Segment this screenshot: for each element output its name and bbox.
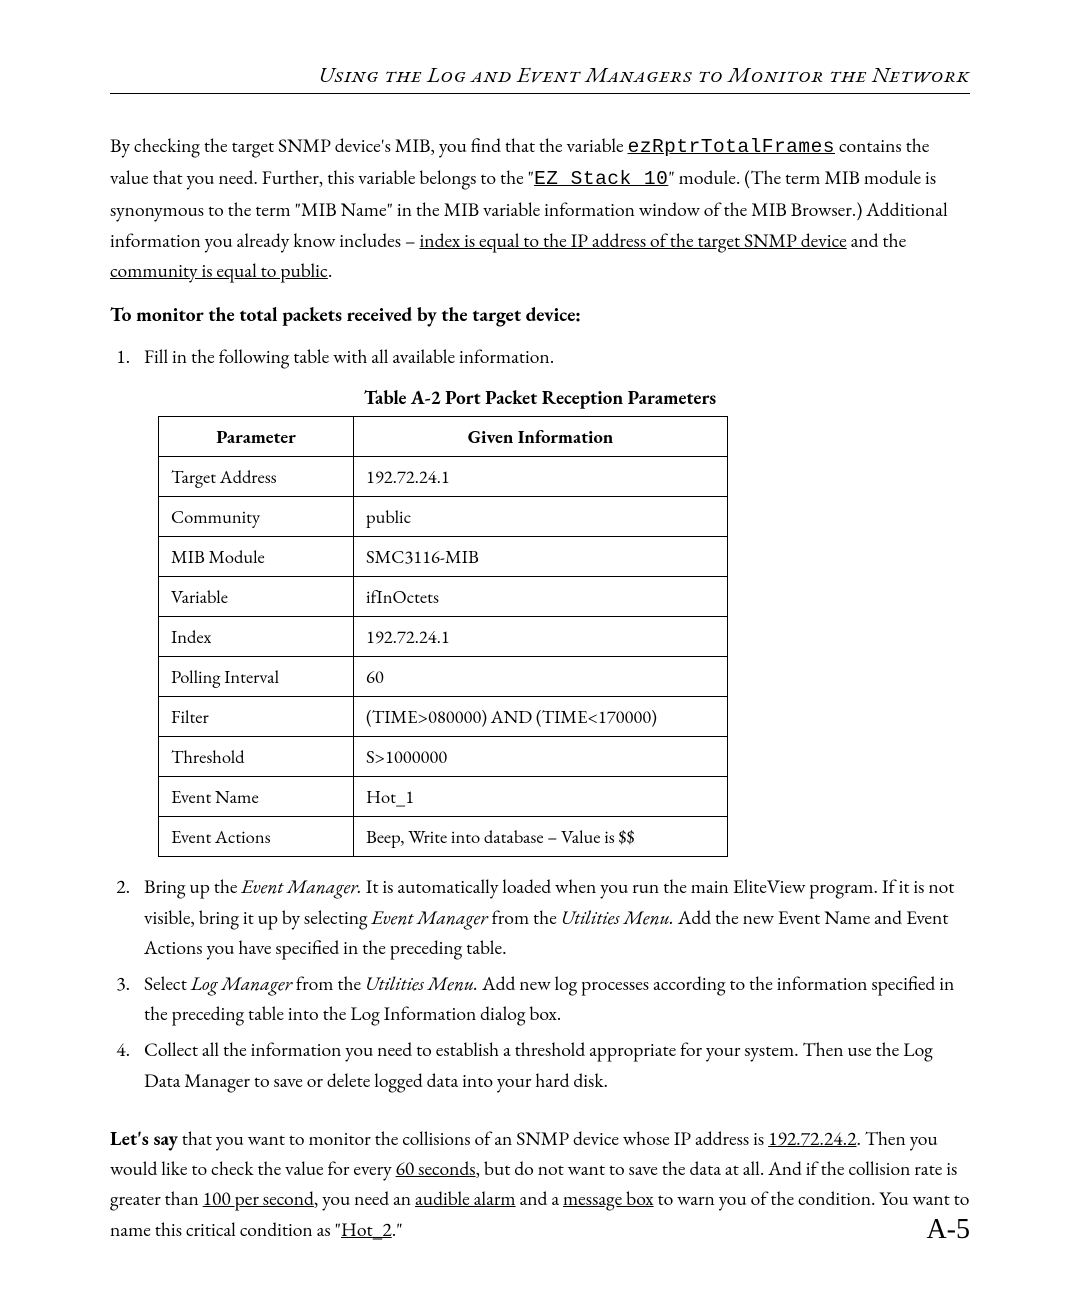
step2-i3: Utilities Menu. <box>561 904 674 930</box>
table-cell: Index <box>159 617 354 657</box>
lets-u3: 100 per second <box>203 1185 314 1211</box>
step3-a: Select <box>144 970 191 996</box>
table-header-given: Given Information <box>354 417 728 457</box>
table-header-parameter: Parameter <box>159 417 354 457</box>
table-cell: 192.72.24.1 <box>354 457 728 497</box>
table-cell: Event Name <box>159 777 354 817</box>
table-caption: Table A-2 Port Packet Reception Paramete… <box>110 385 970 410</box>
step3-b: from the <box>292 970 365 996</box>
lets-u5: message box <box>563 1185 654 1211</box>
table-cell: Threshold <box>159 737 354 777</box>
table-row: Event NameHot_1 <box>159 777 728 817</box>
step2-a: Bring up the <box>144 873 241 899</box>
lets-lead: Let's say <box>110 1125 178 1151</box>
step3-i1: Log Manager <box>191 970 292 996</box>
table-row: Polling Interval60 <box>159 657 728 697</box>
table-cell: ifInOctets <box>354 577 728 617</box>
lets-u6: Hot_2 <box>341 1216 392 1242</box>
table-cell: 60 <box>354 657 728 697</box>
table-cell: Event Actions <box>159 817 354 857</box>
table-cell: Filter <box>159 697 354 737</box>
lets-g: ." <box>392 1216 403 1242</box>
intro-paragraph: By checking the target SNMP device's MIB… <box>110 130 970 285</box>
table-row: Target Address192.72.24.1 <box>159 457 728 497</box>
step-2: Bring up the Event Manager. It is automa… <box>134 871 970 962</box>
step-1: Fill in the following table with all ava… <box>134 341 970 371</box>
step2-c: from the <box>488 904 561 930</box>
intro-underline-1: index is equal to the IP address of the … <box>420 227 847 253</box>
intro-underline-2: community is equal to public <box>110 257 328 283</box>
lets-u1: 192.72.24.2 <box>768 1125 856 1151</box>
table-cell: Variable <box>159 577 354 617</box>
step-3: Select Log Manager from the Utilities Me… <box>134 968 970 1028</box>
table-row: Event ActionsBeep, Write into database –… <box>159 817 728 857</box>
table-cell: public <box>354 497 728 537</box>
page-number: A-5 <box>926 1214 970 1246</box>
page-header: Using the Log and Event Managers to Moni… <box>110 60 970 94</box>
lets-u4: audible alarm <box>415 1185 516 1211</box>
intro-variable: ezRptrTotalFrames <box>628 136 835 158</box>
table-cell: S>1000000 <box>354 737 728 777</box>
step2-i2: Event Manager <box>371 904 487 930</box>
table-cell: Target Address <box>159 457 354 497</box>
lets-say-paragraph: Let's say that you want to monitor the c… <box>110 1123 970 1244</box>
intro-text-a: By checking the target SNMP device's MIB… <box>110 132 628 158</box>
lets-d: , you need an <box>314 1185 415 1211</box>
step3-i2: Utilities Menu. <box>365 970 478 996</box>
step2-i1: Event Manager. <box>241 873 361 899</box>
lets-u2: 60 seconds <box>396 1155 476 1181</box>
table-row: ThresholdS>1000000 <box>159 737 728 777</box>
intro-text-e: . <box>328 257 333 283</box>
step-list-2: Bring up the Event Manager. It is automa… <box>110 871 970 1095</box>
lets-e: and a <box>516 1185 563 1211</box>
intro-module: EZ Stack 10 <box>534 168 668 190</box>
lets-a: that you want to monitor the collisions … <box>178 1125 768 1151</box>
intro-text-d: and the <box>847 227 907 253</box>
table-cell: SMC3116-MIB <box>354 537 728 577</box>
parameters-table: Parameter Given Information Target Addre… <box>158 416 728 857</box>
table-cell: Community <box>159 497 354 537</box>
table-cell: Beep, Write into database – Value is $$ <box>354 817 728 857</box>
table-cell: 192.72.24.1 <box>354 617 728 657</box>
section-title: To monitor the total packets received by… <box>110 301 970 327</box>
table-row: MIB ModuleSMC3116-MIB <box>159 537 728 577</box>
table-cell: Polling Interval <box>159 657 354 697</box>
table-cell: (TIME>080000) AND (TIME<170000) <box>354 697 728 737</box>
table-cell: Hot_1 <box>354 777 728 817</box>
table-row: Index192.72.24.1 <box>159 617 728 657</box>
table-cell: MIB Module <box>159 537 354 577</box>
table-row: Filter(TIME>080000) AND (TIME<170000) <box>159 697 728 737</box>
step-4: Collect all the information you need to … <box>134 1034 970 1094</box>
step-list-1: Fill in the following table with all ava… <box>110 341 970 371</box>
table-row: VariableifInOctets <box>159 577 728 617</box>
table-row: Communitypublic <box>159 497 728 537</box>
